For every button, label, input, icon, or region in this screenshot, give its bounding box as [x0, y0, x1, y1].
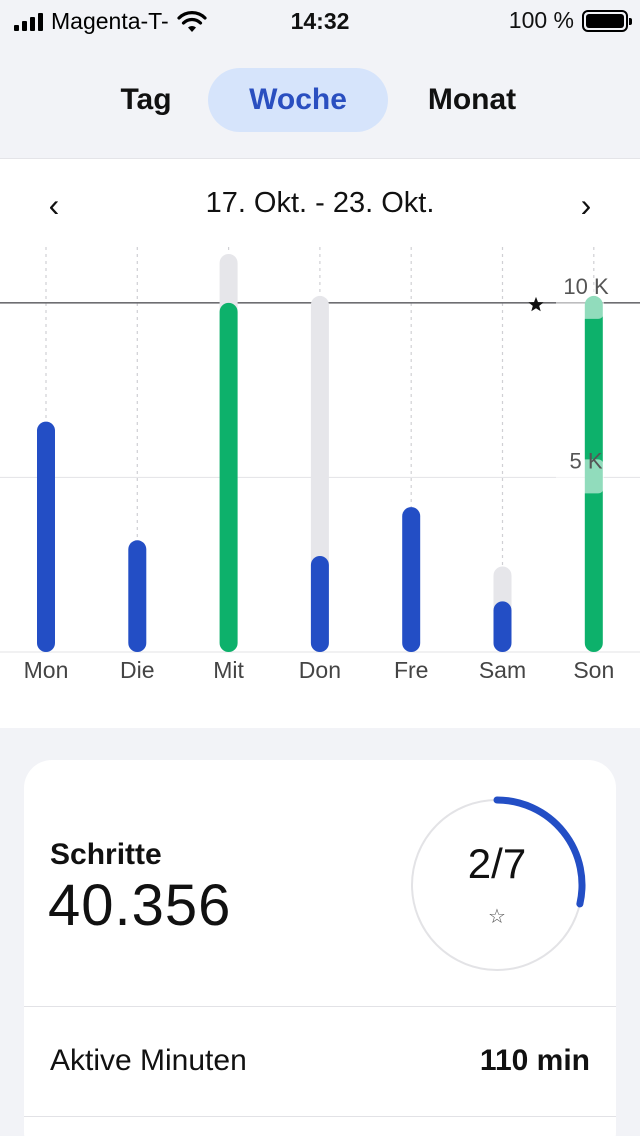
- previous-week-button[interactable]: ‹: [48, 187, 60, 223]
- date-range-label: 17. Okt. - 23. Okt.: [205, 187, 435, 219]
- bar-die: [128, 540, 147, 652]
- divider: [24, 1006, 616, 1007]
- active-minutes-label: Aktive Minuten: [50, 1044, 247, 1077]
- steps-value: 40.356: [48, 873, 232, 938]
- goal-star-icon: [528, 296, 544, 312]
- tick-label-background: [556, 459, 604, 494]
- bar-mit: [219, 302, 238, 652]
- bar-fre: [402, 507, 421, 652]
- goal-progress-ring: [411, 796, 586, 971]
- status-left: Magenta-T-: [14, 8, 207, 35]
- steps-card[interactable]: Schritte 40.356 2/7 ☆ Aktive Minuten 110…: [24, 760, 616, 1136]
- y-tick-label: 10 K: [563, 274, 609, 299]
- wifi-icon: [177, 10, 207, 32]
- day-label-sam: Sam: [479, 657, 526, 683]
- tick-label-background: [556, 284, 604, 319]
- tab-woche[interactable]: Woche: [208, 68, 388, 132]
- period-tabs: Tag Woche Monat: [0, 68, 640, 132]
- day-label-son: Son: [573, 657, 614, 683]
- battery-percentage: 100 %: [508, 7, 574, 33]
- day-label-mon: Mon: [24, 657, 69, 683]
- status-right: 100 %: [508, 7, 632, 34]
- next-week-button[interactable]: ›: [580, 187, 592, 223]
- day-label-don: Don: [299, 657, 341, 683]
- tab-monat[interactable]: Monat: [427, 83, 517, 116]
- goal-days-count: 2/7: [467, 840, 527, 887]
- chart-panel: Mon Die Mit Don Fre Sam Son 10 K 5 K ‹ 17. Okt. …: [0, 158, 640, 728]
- day-label-die: Die: [120, 657, 155, 683]
- star-icon: ☆: [488, 906, 506, 928]
- ring-progress-arc: [493, 796, 586, 908]
- active-minutes-value: 110 min: [479, 1044, 590, 1077]
- bar-mon: [37, 421, 55, 652]
- status-bar: Magenta-T- 14:32 100 %: [0, 0, 640, 42]
- steps-label: Schritte: [50, 838, 162, 871]
- day-label-fre: Fre: [394, 657, 429, 683]
- divider: [24, 1116, 616, 1117]
- battery-icon: [582, 9, 632, 32]
- steps-bar-chart: Mon Die Mit Don Fre Sam Son 10 K 5 K: [0, 247, 640, 683]
- carrier-name: Magenta-T-: [51, 8, 169, 34]
- status-time: 14:32: [290, 8, 350, 34]
- day-label-mit: Mit: [213, 657, 244, 683]
- signal-icon: [14, 12, 43, 31]
- y-tick-label: 5 K: [569, 448, 602, 473]
- bar-don: [310, 555, 329, 652]
- tab-tag[interactable]: Tag: [120, 83, 172, 116]
- date-navigation: ‹ 17. Okt. - 23. Okt. ›: [0, 181, 640, 231]
- bar-sam: [493, 601, 512, 652]
